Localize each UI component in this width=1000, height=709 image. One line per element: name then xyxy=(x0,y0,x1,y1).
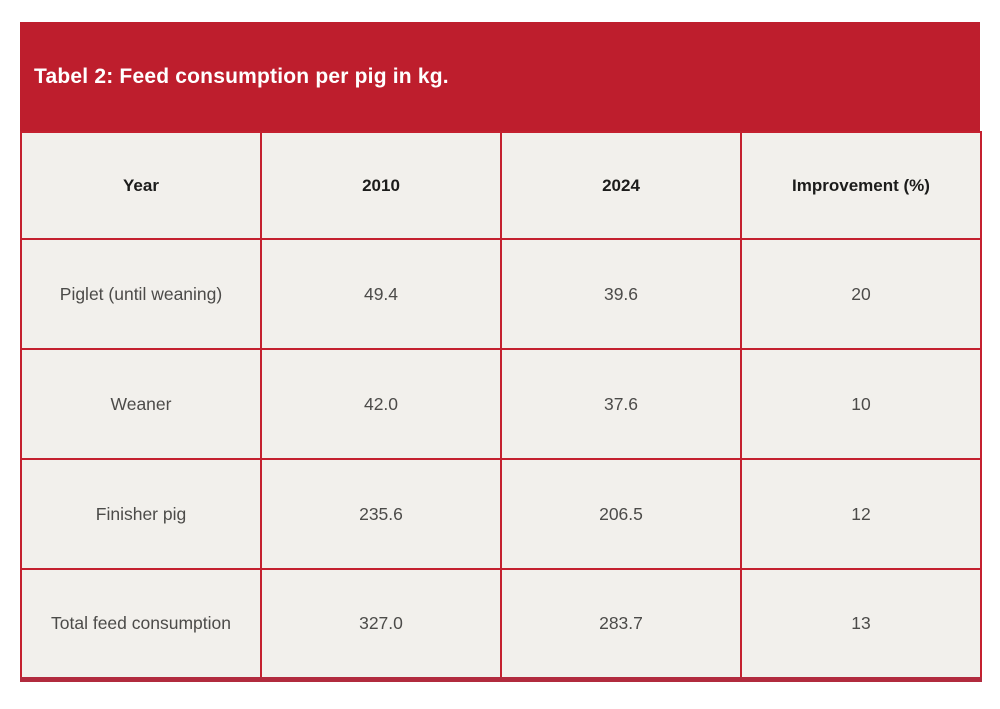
value-cell-2024: 37.6 xyxy=(500,348,742,460)
row-label-cell: Finisher pig xyxy=(20,458,262,570)
table-row: Total feed consumption 327.0 283.7 13 xyxy=(20,568,982,680)
title-band: Tabel 2: Feed consumption per pig in kg. xyxy=(20,22,980,131)
header-row: Year 2010 2024 Improvement (%) xyxy=(20,131,982,240)
value-cell-improvement: 20 xyxy=(740,238,982,350)
table-row: Weaner 42.0 37.6 10 xyxy=(20,348,982,460)
row-label-cell: Piglet (until weaning) xyxy=(20,238,262,350)
value-cell-2024: 206.5 xyxy=(500,458,742,570)
value-cell-2024: 39.6 xyxy=(500,238,742,350)
table-row: Piglet (until weaning) 49.4 39.6 20 xyxy=(20,238,982,350)
column-header-year: Year xyxy=(20,131,262,240)
column-header-2010: 2010 xyxy=(260,131,502,240)
table-figure: Tabel 2: Feed consumption per pig in kg.… xyxy=(20,22,982,682)
column-header-2024: 2024 xyxy=(500,131,742,240)
value-cell-improvement: 13 xyxy=(740,568,982,680)
value-cell-improvement: 10 xyxy=(740,348,982,460)
value-cell-improvement: 12 xyxy=(740,458,982,570)
table-row: Finisher pig 235.6 206.5 12 xyxy=(20,458,982,570)
value-cell-2010: 49.4 xyxy=(260,238,502,350)
value-cell-2010: 42.0 xyxy=(260,348,502,460)
value-cell-2010: 235.6 xyxy=(260,458,502,570)
value-cell-2010: 327.0 xyxy=(260,568,502,680)
row-label-cell: Weaner xyxy=(20,348,262,460)
feed-consumption-table: Year 2010 2024 Improvement (%) Piglet (u… xyxy=(20,131,982,682)
value-cell-2024: 283.7 xyxy=(500,568,742,680)
table-title: Tabel 2: Feed consumption per pig in kg. xyxy=(34,64,449,88)
row-label-cell: Total feed consumption xyxy=(20,568,262,680)
column-header-improvement: Improvement (%) xyxy=(740,131,982,240)
